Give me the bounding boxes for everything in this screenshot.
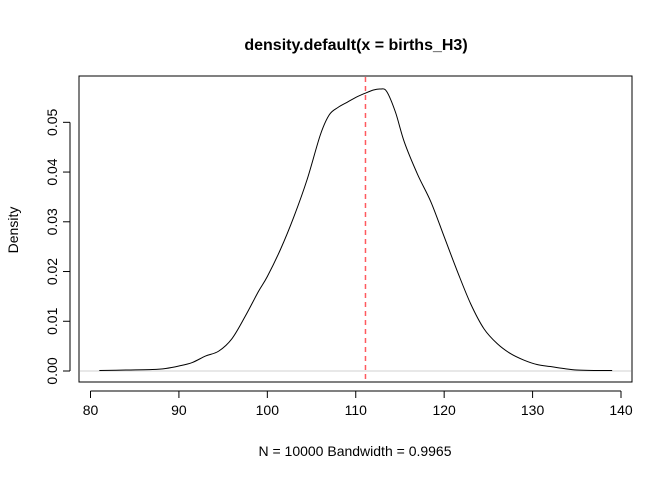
x-tick-label: 80 <box>83 402 99 418</box>
y-tick-label: 0.04 <box>44 158 60 185</box>
y-tick-label: 0.00 <box>44 357 60 384</box>
x-tick-label: 140 <box>609 402 633 418</box>
y-axis-label: Density <box>5 207 21 254</box>
y-tick-label: 0.03 <box>44 208 60 235</box>
x-tick-label: 130 <box>521 402 545 418</box>
x-tick-label: 100 <box>256 402 280 418</box>
plot-frame <box>78 75 633 383</box>
chart-title: density.default(x = births_H3) <box>244 37 467 54</box>
x-tick-label: 110 <box>345 402 368 418</box>
density-curve <box>99 88 613 372</box>
x-tick-label: 90 <box>171 402 187 418</box>
y-axis-ticks: 0.00 0.01 0.02 0.03 0.04 0.05 <box>44 108 70 385</box>
y-tick-label: 0.01 <box>44 307 60 334</box>
x-axis-ticks: 80 90 100 110 120 130 140 <box>83 391 633 418</box>
y-tick-label: 0.05 <box>44 108 60 135</box>
y-tick-label: 0.02 <box>44 258 60 285</box>
x-tick-label: 120 <box>432 402 456 418</box>
x-axis-label: N = 10000 Bandwidth = 0.9965 <box>258 443 451 459</box>
